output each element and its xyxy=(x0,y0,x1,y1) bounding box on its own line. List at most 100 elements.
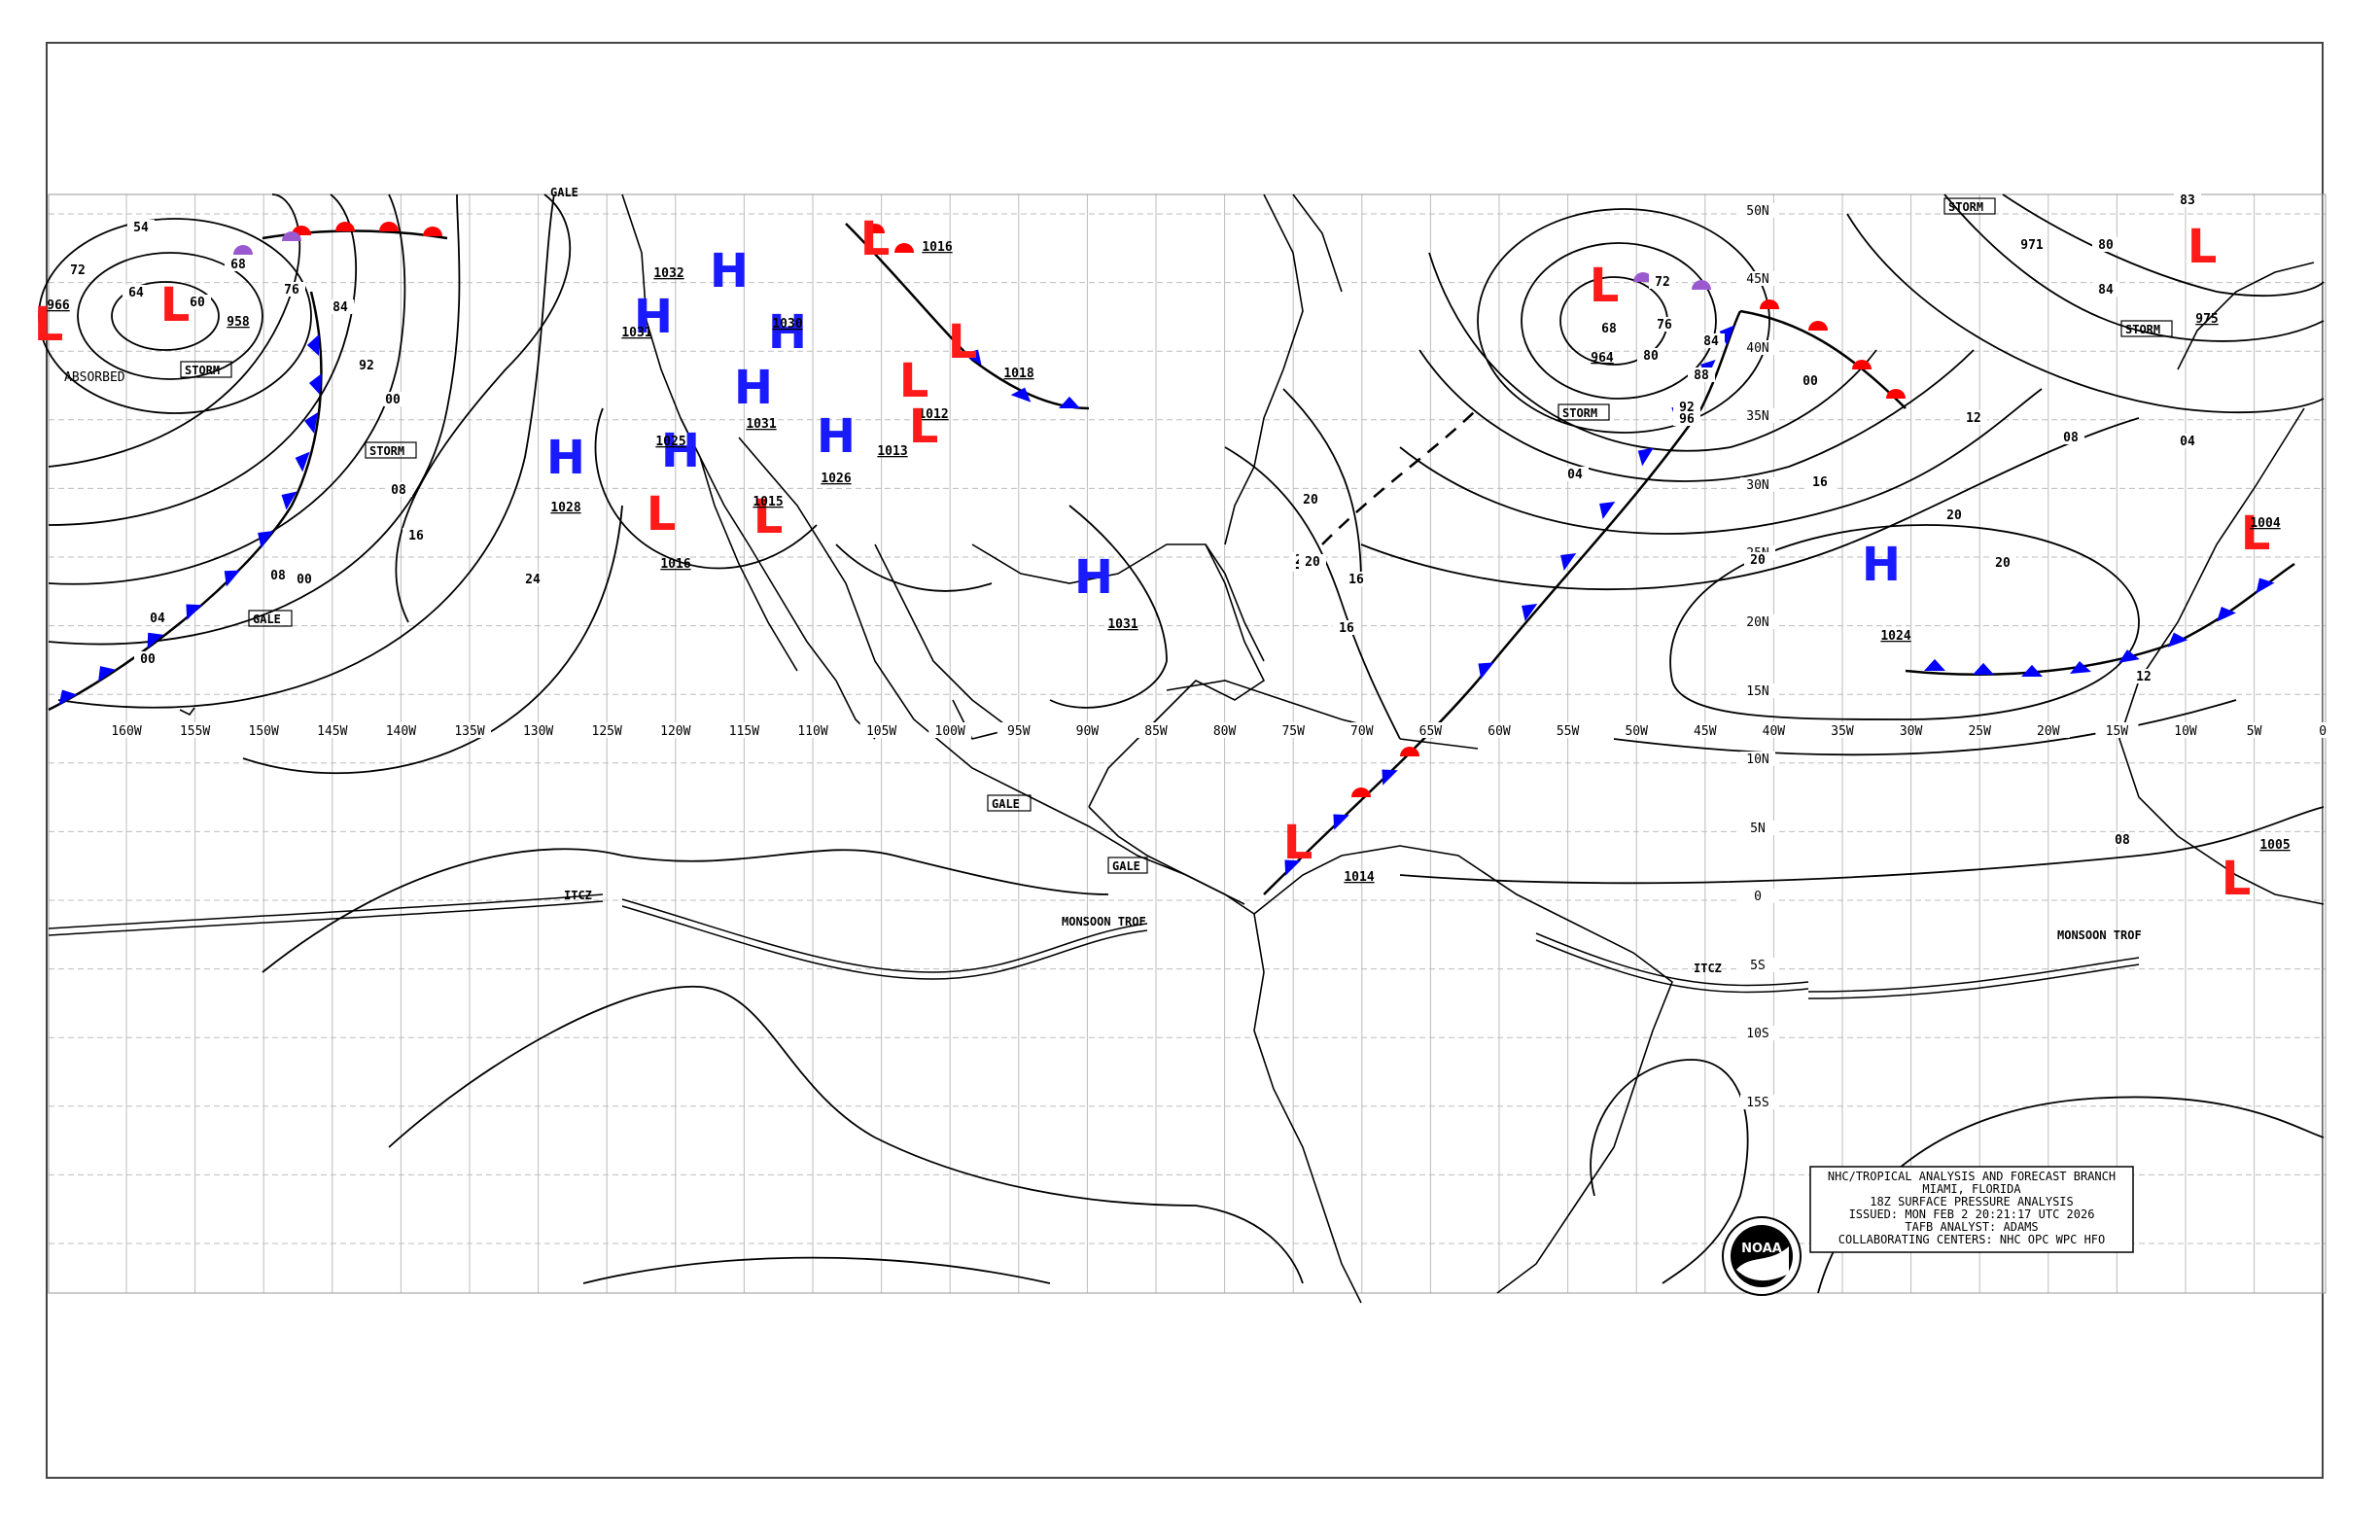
isobar-label: 00 xyxy=(297,573,312,587)
cold-front-pacific xyxy=(48,291,323,712)
lon-label: 0 xyxy=(2319,724,2327,739)
cold-front-triangle xyxy=(1637,447,1654,467)
cold-front-triangle xyxy=(224,570,241,587)
isobar-label: 12 xyxy=(1966,411,1981,426)
isobar-label: 08 xyxy=(391,483,406,498)
title-line-6: COLLABORATING CENTERS: NHC OPC WPC HFO xyxy=(1838,1233,2106,1246)
isobar-label: 83 xyxy=(2180,193,2195,208)
pressure-center-value: 964 xyxy=(1591,351,1614,366)
lat-label: 35N xyxy=(1746,409,1768,424)
isobar-label: 72 xyxy=(1655,275,1670,290)
isobar-label: 88 xyxy=(1694,368,1709,383)
isobar-label-bg xyxy=(1297,492,1324,507)
lat-label-bg xyxy=(1740,752,1775,766)
cold-front-triangle xyxy=(147,632,164,649)
lon-label: 80W xyxy=(1213,724,1237,739)
lon-label-bg xyxy=(242,722,286,738)
isobar-label-bg xyxy=(144,611,171,625)
lon-label: 150W xyxy=(249,724,279,739)
lat-label-bg xyxy=(1740,408,1775,423)
noaa-logo: NOAA xyxy=(1722,1216,1802,1296)
cold-front-triangle xyxy=(1478,662,1494,680)
pressure-center-value: 966 xyxy=(47,298,70,313)
lat-label-bg xyxy=(1740,1095,1775,1109)
lon-label: 135W xyxy=(454,724,484,739)
isobar-label: 20 xyxy=(1305,555,1320,570)
isobar-label-bg xyxy=(127,220,155,234)
lat-lon-grid xyxy=(48,193,2327,1294)
isobar-label-bg xyxy=(64,262,91,277)
isobar-label: 08 xyxy=(2063,431,2079,445)
isobar-label-bg xyxy=(1744,552,1771,567)
isobar-label: 84 xyxy=(1703,334,1719,349)
isobar-label: 24 xyxy=(525,573,541,587)
cold-front-triangle xyxy=(97,666,117,682)
isobar-label-bg xyxy=(2092,237,2119,252)
cold-front-triangle xyxy=(1059,396,1080,408)
lon-label: 65W xyxy=(1419,724,1443,739)
lon-label: 60W xyxy=(1488,724,1511,739)
isobar-label-bg xyxy=(1688,368,1715,382)
pressure-center-value: 1013 xyxy=(877,444,907,459)
warm-front-semicircle xyxy=(379,222,399,231)
lon-label-bg xyxy=(1135,722,1177,738)
cold-front-triangle xyxy=(1973,662,1994,675)
lon-label: 15W xyxy=(2106,724,2129,739)
lat-label-bg xyxy=(1740,271,1775,286)
isobar-label: 54 xyxy=(133,221,149,235)
isobar-label: 80 xyxy=(1643,349,1659,364)
isobar-label-bg xyxy=(122,285,150,299)
low-pressure-symbol: L xyxy=(948,315,978,369)
cold-front-triangle xyxy=(258,530,274,549)
lon-label: 140W xyxy=(386,724,416,739)
cold-front-triangle xyxy=(2256,578,2275,594)
lon-label: 85W xyxy=(1144,724,1168,739)
longitude-labels: 160W 155W 150W 145W 140W 135W 130W 125W 120W 115W… xyxy=(105,722,2345,739)
cold-front-triangle xyxy=(306,334,319,356)
isobar-label-bg xyxy=(1673,400,1700,414)
storm-label-east-atlantic: STORM xyxy=(2125,323,2160,336)
gale-label-caribbean: GALE xyxy=(1112,859,1140,873)
isobar-label-bg xyxy=(1333,620,1360,635)
cold-front-triangle xyxy=(1522,603,1538,622)
pressure-center-value: 958 xyxy=(227,315,250,330)
lon-label-bg xyxy=(1340,722,1383,738)
isobar-label: 20 xyxy=(1750,553,1766,568)
low-pressure-symbol: L xyxy=(1283,816,1313,870)
isobar-label: 16 xyxy=(408,529,424,543)
itcz-label-pacific: ITCZ xyxy=(564,889,592,902)
lat-label: 10N xyxy=(1746,752,1768,767)
cold-front-triangle xyxy=(1719,325,1734,346)
isobar-label-bg xyxy=(2018,237,2046,252)
cold-front-triangle xyxy=(295,451,310,472)
cold-front-east-atlantic xyxy=(1905,562,2295,676)
isobar-label: 971 xyxy=(2020,238,2044,253)
cold-front-triangle xyxy=(1284,859,1301,876)
lon-label-bg xyxy=(1958,722,2002,738)
storm-label-atlantic: STORM xyxy=(1562,406,1597,420)
lon-label: 120W xyxy=(660,724,690,739)
cold-front-gulf-atlantic xyxy=(1263,310,1742,895)
pressure-center-value: 1028 xyxy=(550,501,580,515)
lon-label-bg xyxy=(2232,722,2276,738)
isobar-labels: 54 72 64 60 68 76 84 92 00 08 16 24 00 08 04 00 20 20 16 20… xyxy=(64,192,2201,848)
occluded-front-symbol xyxy=(1692,280,1711,290)
pressure-center-value: 1014 xyxy=(1344,870,1374,885)
high-pressure-symbol: H xyxy=(734,361,773,415)
lon-label-bg xyxy=(1203,722,1246,738)
isobar-label: 04 xyxy=(2180,435,2195,449)
pressure-center-value: 1030 xyxy=(772,317,802,332)
isobar-label: 20 xyxy=(1995,556,2011,571)
pressure-center-value: 1016 xyxy=(660,557,690,572)
high-pressure-symbol: H xyxy=(634,290,673,344)
lat-label: 5S xyxy=(1750,959,1766,973)
isobar-label: 04 xyxy=(1567,468,1583,482)
isobar-label-bg xyxy=(327,299,354,314)
lon-label: 40W xyxy=(1763,724,1786,739)
high-pressure-symbol: H xyxy=(1862,538,1901,592)
isobar-label-bg xyxy=(1299,554,1326,569)
isobar-label: 20 xyxy=(1303,493,1318,508)
cold-front-triangle xyxy=(2021,664,2043,677)
cold-front-triangle xyxy=(304,412,318,434)
